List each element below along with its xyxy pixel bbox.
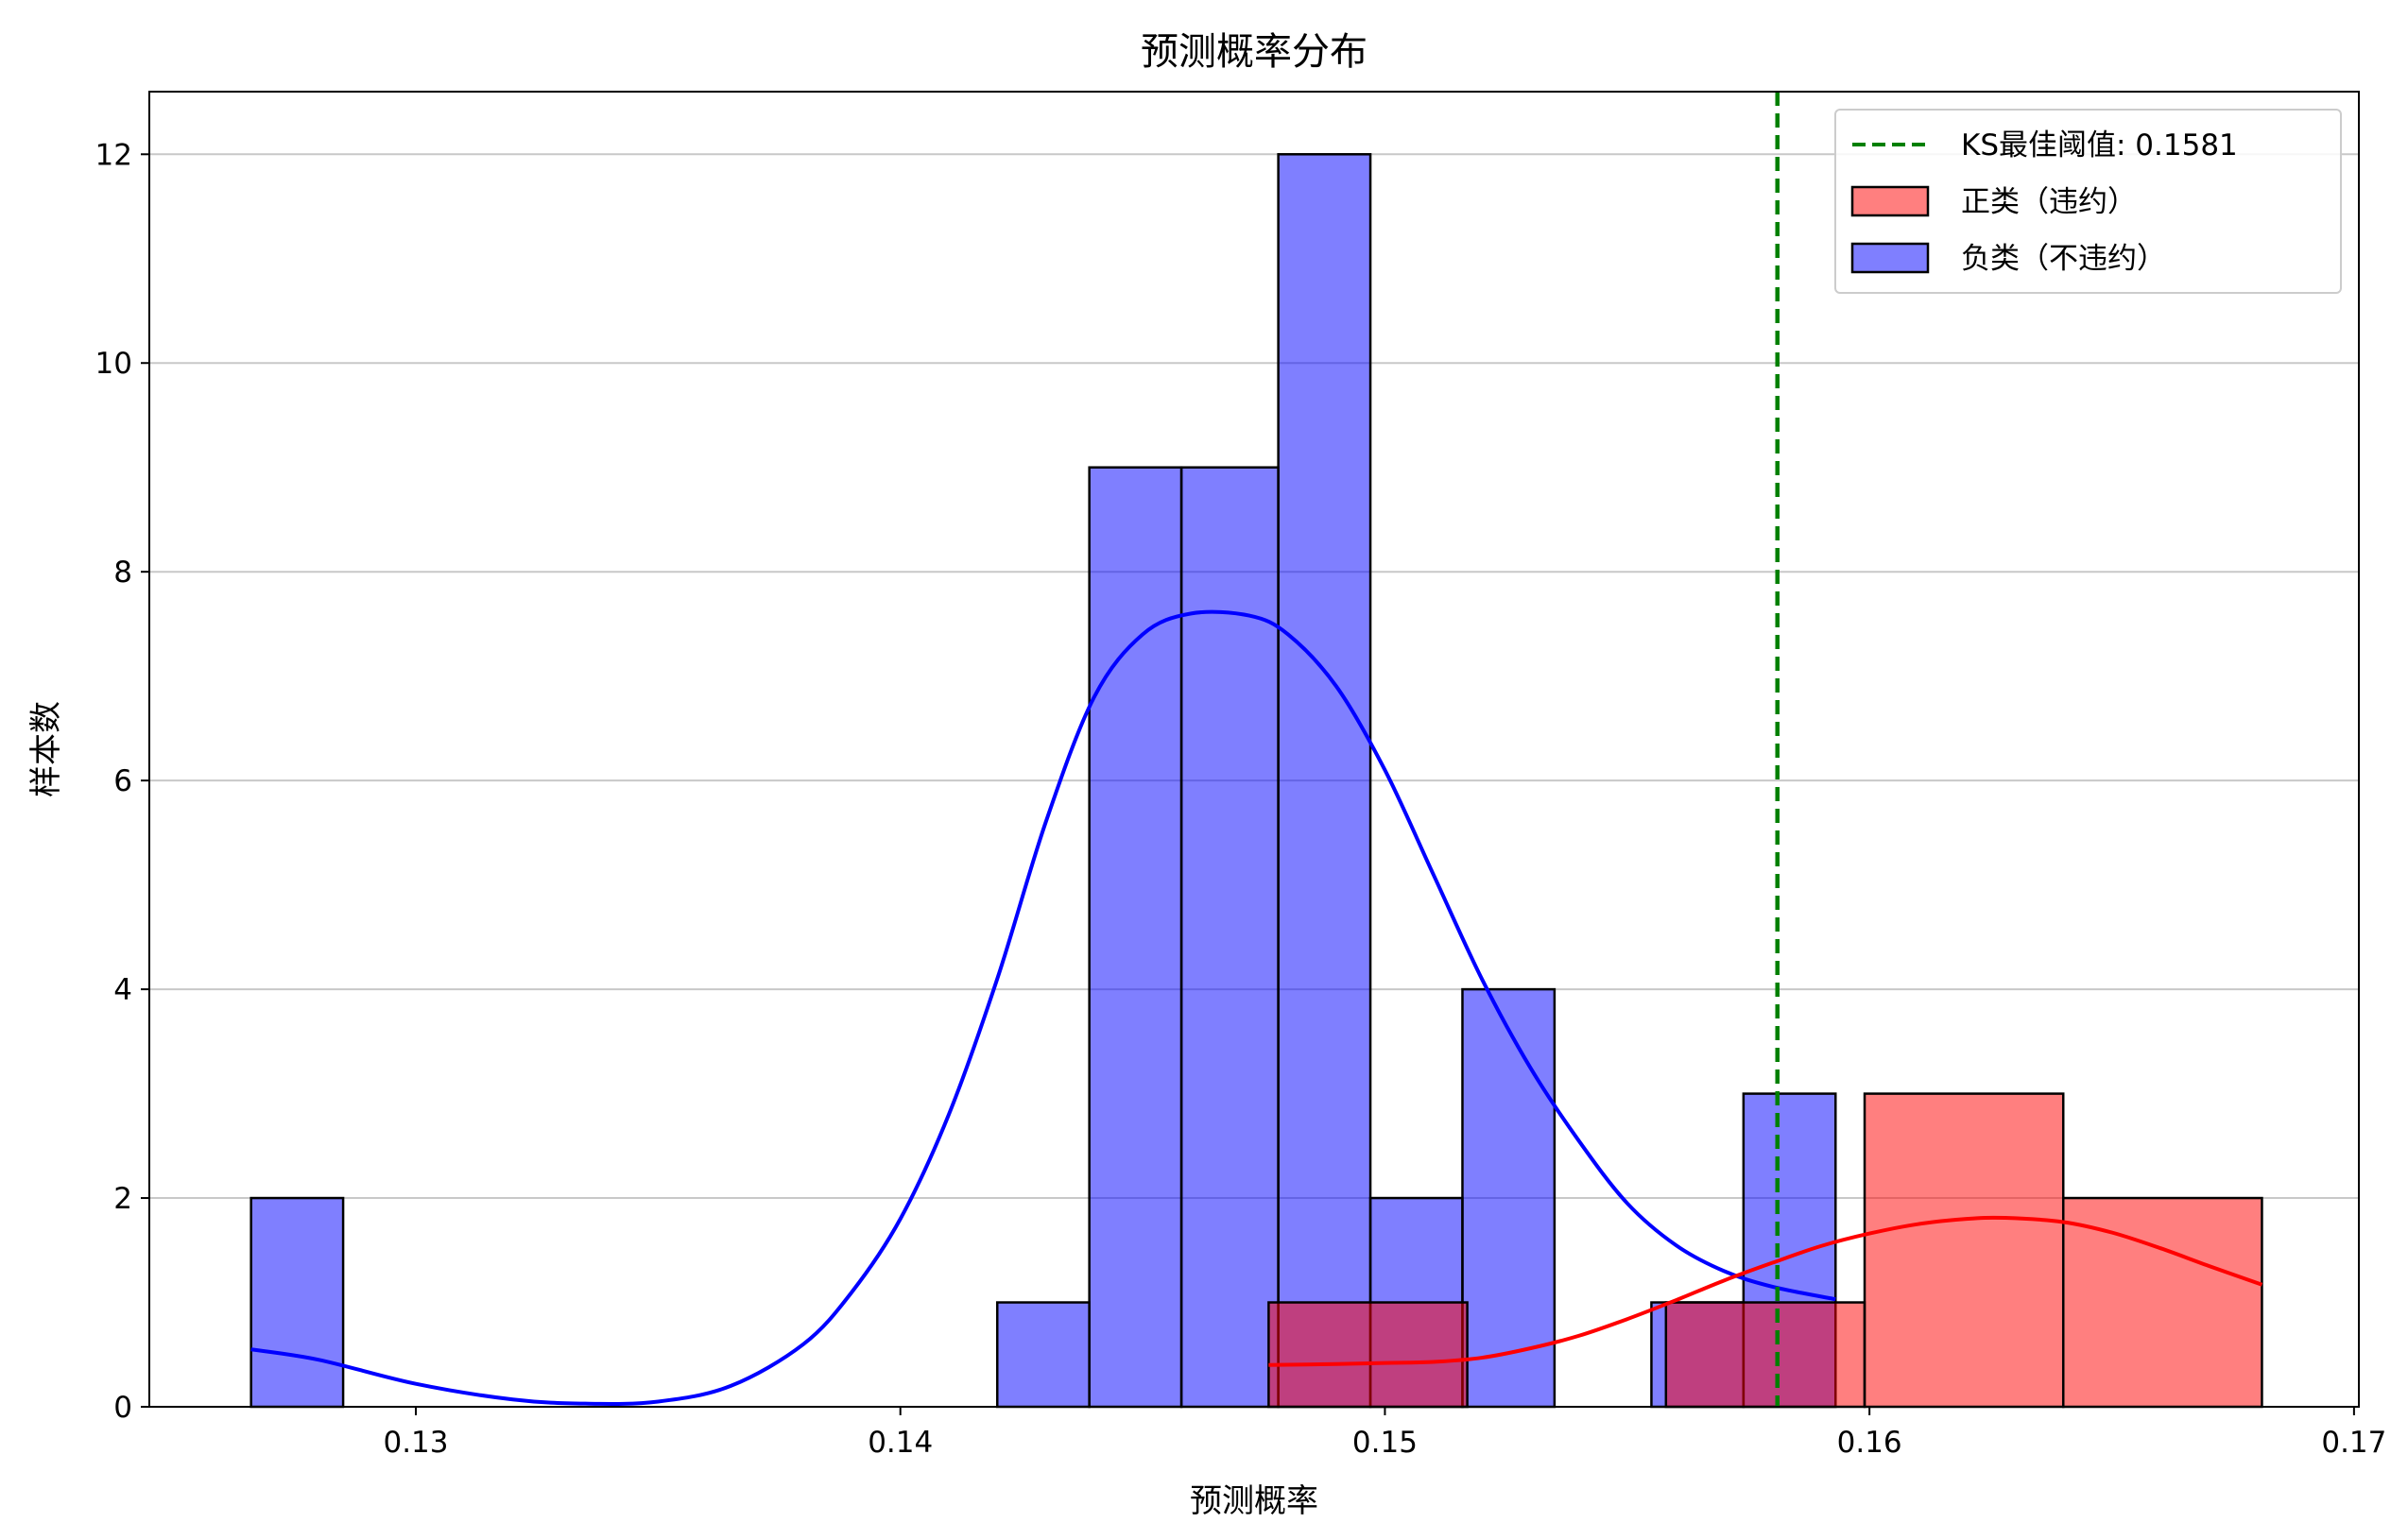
- positive-class-bar: [1863, 1092, 2065, 1409]
- legend-negative-label: 负类（不违约）: [1961, 242, 2166, 276]
- negative-class-bar: [1461, 987, 1557, 1409]
- plot-frame: [148, 91, 2360, 1408]
- y-tick-label: 2: [113, 1182, 132, 1216]
- legend-negative-swatch: [1850, 242, 1930, 274]
- x-tick-label: 0.13: [383, 1426, 448, 1460]
- positive-class-bar: [1267, 1301, 1469, 1409]
- x-tick-label: 0.17: [2321, 1426, 2386, 1460]
- negative-class-bar: [249, 1196, 345, 1409]
- y-tick-label: 10: [95, 347, 132, 381]
- negative-class-bar: [1088, 466, 1183, 1409]
- x-axis-label: 预测概率: [1190, 1482, 1318, 1520]
- y-tick-label: 0: [113, 1391, 132, 1425]
- positive-class-bar: [1664, 1301, 1866, 1409]
- kde-layer: [250, 609, 2263, 1406]
- legend-positive-label: 正类（违约）: [1961, 185, 2137, 219]
- negative-class-kde-line: [250, 609, 1836, 1406]
- legend-threshold-label: KS最佳阈值: 0.1581: [1961, 128, 2238, 163]
- x-tick-label: 0.16: [1837, 1426, 1902, 1460]
- x-axis-ticks: 0.13 0.14 0.15 0.16 0.17: [383, 1407, 2386, 1460]
- chart-title: 预测概率分布: [1141, 30, 1367, 74]
- y-axis-ticks: 0 2 4 6 8 10 12: [95, 138, 149, 1425]
- y-tick-label: 4: [113, 973, 132, 1007]
- y-tick-label: 8: [113, 556, 132, 590]
- negative-class-bar: [1277, 153, 1372, 1409]
- legend-positive-swatch: [1850, 185, 1930, 217]
- positive-class-bar: [2061, 1196, 2263, 1409]
- negative-class-bar: [1179, 466, 1280, 1409]
- positive-class-kde-line: [1268, 1215, 2263, 1367]
- x-tick-label: 0.14: [868, 1426, 933, 1460]
- y-axis-label: 样本数: [27, 701, 65, 797]
- y-tick-label: 12: [95, 138, 132, 172]
- legend: KS最佳阈值: 0.1581 正类（违约） 负类（不违约）: [1834, 109, 2342, 294]
- y-tick-label: 6: [113, 764, 132, 798]
- legend-box: [1834, 109, 2342, 294]
- x-tick-label: 0.15: [1352, 1426, 1418, 1460]
- positive-class-bars: [1267, 1092, 2263, 1409]
- negative-class-bar: [996, 1301, 1091, 1409]
